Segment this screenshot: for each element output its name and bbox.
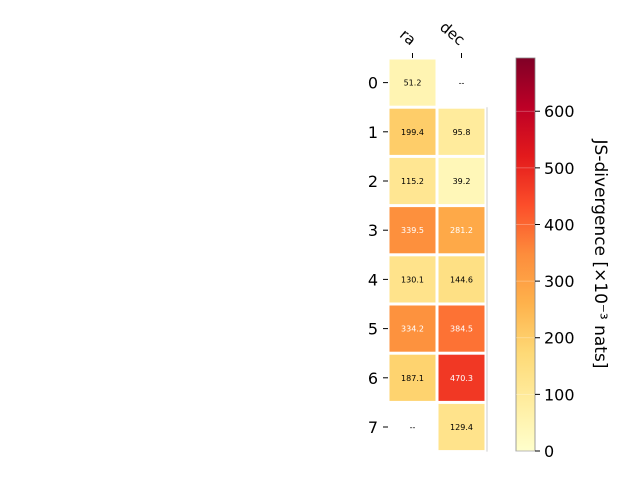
cell-label-dec-2: 39.2 <box>453 177 471 186</box>
x-axis: ra dec <box>396 18 468 58</box>
colorbar: 0 100 200 300 400 500 600 <box>515 57 575 461</box>
y-tick-label-0: 0 <box>368 74 378 93</box>
heatmap-cell-ra-0 <box>388 58 437 107</box>
cell-label-ra-7: -- <box>410 423 416 432</box>
colorbar-tick-label-200: 200 <box>544 329 575 348</box>
y-tick-label-7: 7 <box>368 418 378 437</box>
y-tick-label-2: 2 <box>368 172 378 191</box>
colorbar-tick-label-600: 600 <box>544 102 575 121</box>
y-tick-label-6: 6 <box>368 369 378 388</box>
cell-label-dec-7: 129.4 <box>450 423 473 432</box>
colorbar-label: JS-divergence [×10⁻³ nats] <box>590 139 610 369</box>
heatmap-cell-ra-4 <box>388 255 437 304</box>
cell-label-dec-5: 384.5 <box>450 325 473 334</box>
heatmap-cell-dec-2 <box>437 156 486 206</box>
colorbar-gradient <box>515 57 536 452</box>
cell-label-dec-1: 95.8 <box>453 128 471 137</box>
cell-label-ra-4: 130.1 <box>401 275 424 284</box>
heatmap-cell-ra-5 <box>388 304 437 353</box>
y-axis: 0 1 2 3 4 5 6 7 <box>368 74 388 437</box>
cell-label-ra-2: 115.2 <box>401 177 424 186</box>
heatmap-cells: 51.2 -- 199.4 95.8 115.2 39.2 339.5 281.2 130.1 1… <box>388 58 488 452</box>
heatmap-cell-dec-7 <box>437 402 486 452</box>
heatmap-cell-ra-6 <box>388 353 437 402</box>
colorbar-tick-label-500: 500 <box>544 159 575 178</box>
colorbar-tick-label-0: 0 <box>544 442 554 461</box>
heatmap-cell-dec-3 <box>437 206 486 255</box>
heatmap-cell-ra-3 <box>388 206 437 255</box>
heatmap-cell-dec-4 <box>437 255 486 304</box>
colorbar-tick-label-400: 400 <box>544 215 575 234</box>
cell-label-ra-0: 51.2 <box>404 79 422 88</box>
heatmap-cell-ra-2 <box>388 156 437 206</box>
cell-label-ra-3: 339.5 <box>401 226 424 235</box>
cell-label-dec-3: 281.2 <box>450 226 473 235</box>
heatmap-cell-dec-1 <box>437 107 486 156</box>
cell-label-ra-5: 334.2 <box>401 325 424 334</box>
y-tick-label-4: 4 <box>368 270 378 289</box>
y-tick-label-1: 1 <box>368 123 378 142</box>
cell-label-dec-4: 144.6 <box>450 275 473 284</box>
colorbar-tick-label-300: 300 <box>544 272 575 291</box>
cell-label-dec-0: -- <box>459 79 465 88</box>
y-tick-label-3: 3 <box>368 221 378 240</box>
colorbar-tick-label-100: 100 <box>544 385 575 404</box>
x-tick-label-ra: ra <box>396 25 419 49</box>
cell-label-ra-6: 187.1 <box>401 374 424 383</box>
y-tick-label-5: 5 <box>368 320 378 339</box>
heatmap-cell-ra-1 <box>388 107 437 156</box>
heatmap-cell-dec-5 <box>437 304 486 353</box>
heatmap-cell-dec-6 <box>437 353 486 402</box>
cell-label-ra-1: 199.4 <box>401 128 424 137</box>
cell-label-dec-6: 470.3 <box>450 374 473 383</box>
x-tick-label-dec: dec <box>436 18 468 49</box>
